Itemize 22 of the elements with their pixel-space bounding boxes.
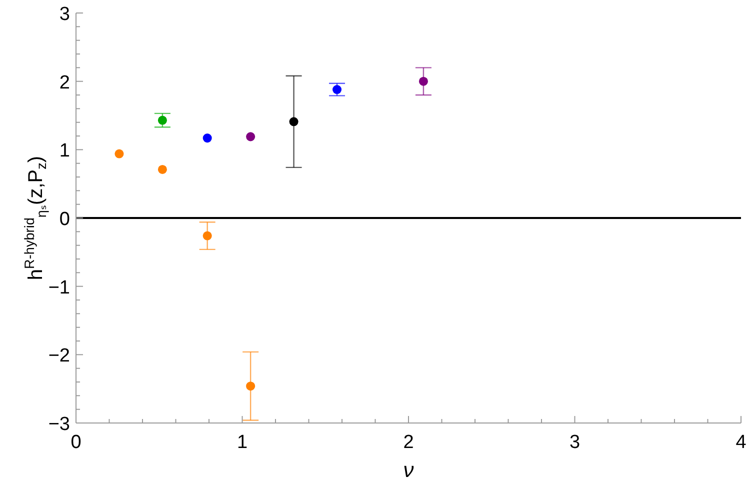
y-tick-label: 2 [59,72,70,94]
point [202,231,212,240]
point [246,382,256,391]
y-tick-label: 1 [59,140,70,162]
point [418,76,428,86]
x-tick-label: 3 [569,432,580,453]
y-tick-label: 0 [59,209,70,230]
point [332,85,342,94]
x-axis-title: ν [403,459,414,482]
y-tick-label: −2 [48,346,70,367]
y-tick-label: −1 [48,277,70,298]
x-tick-label: 4 [736,432,747,453]
y-tick-label: −3 [48,414,70,435]
point [289,117,298,126]
point [202,134,212,143]
point [158,116,167,125]
point [246,132,256,142]
x-tick-label: 1 [236,432,248,453]
point [114,149,124,158]
point [158,164,167,174]
x-tick-label: 2 [403,432,414,453]
y-tick-label: 3 [59,4,70,25]
